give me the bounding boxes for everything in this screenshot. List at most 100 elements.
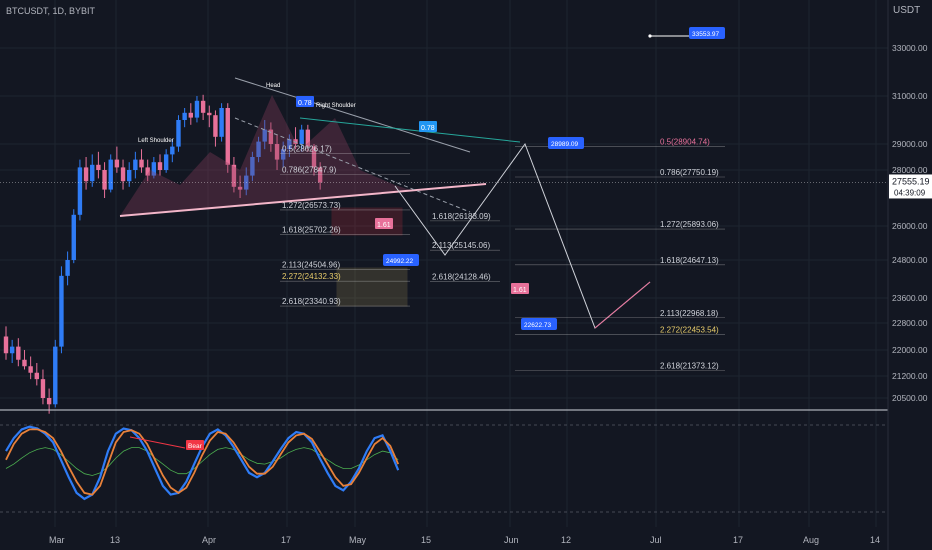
x-label-10: Aug [803, 535, 819, 545]
fib-label-fib_left-6: 2.618(23340.93) [282, 297, 341, 306]
x-label-7: 12 [561, 535, 571, 545]
candles-layer [3, 94, 323, 414]
ratio-tag-1: 0.78 [421, 125, 435, 132]
candle-body-3 [22, 359, 27, 367]
candle-body-4 [28, 366, 33, 373]
candle-body-13 [83, 167, 89, 182]
last-price-tag: 27555.19 [892, 176, 930, 186]
neckline [119, 183, 487, 217]
divergence-line [129, 436, 186, 449]
fib-label-fib_mid-1: 2.113(25145.06) [432, 241, 490, 250]
candle-body-21 [133, 159, 138, 170]
candle-body-30 [188, 112, 193, 118]
fib-label-fib_mid-2: 2.618(24128.46) [432, 272, 491, 281]
candle-body-27 [170, 146, 175, 155]
ratio-tag-bg-1 [419, 121, 437, 132]
candle-body-6 [40, 379, 46, 398]
price-tick-5: 24800.00 [892, 255, 928, 265]
callout-dot-0 [648, 34, 652, 38]
fib-label-fib_mid-0: 1.618(26183.09) [432, 212, 491, 221]
candle-body-26 [163, 154, 169, 170]
fib-label-fib_left-2: 1.272(26573.73) [282, 201, 341, 210]
osc-series-orange [5, 428, 400, 496]
teal-line [299, 117, 521, 143]
fib-label-fib_right-1: 0.786(27750.19) [660, 168, 719, 177]
projection-rebound [594, 281, 651, 329]
price-tick-4: 26000.00 [892, 221, 928, 231]
candle-body-2 [16, 346, 21, 360]
fib-label-fib_right-5: 2.272(22453.54) [660, 326, 719, 335]
price-tick-7: 22800.00 [892, 318, 928, 328]
candle-body-43 [268, 129, 274, 144]
candle-body-18 [114, 159, 120, 168]
candle-body-44 [274, 144, 280, 160]
price-tick-8: 22000.00 [892, 345, 928, 355]
candle-body-36 [225, 108, 230, 165]
candle-body-45 [281, 149, 286, 160]
price-tick-0: 33000.00 [892, 43, 928, 53]
candle-body-1 [9, 346, 15, 354]
divergence-tag-bg [186, 440, 204, 450]
candle-body-48 [299, 129, 304, 144]
x-label-6: Jun [504, 535, 519, 545]
price-tick-6: 23600.00 [892, 293, 928, 303]
callout-bg-1 [548, 137, 584, 149]
symbol-label: BTCUSDT, 1D, BYBIT [6, 6, 96, 16]
upper-channel [234, 77, 471, 153]
x-label-3: 17 [281, 535, 291, 545]
divergence-tag: Bear [188, 443, 203, 450]
candle-body-47 [293, 139, 298, 144]
fib-label-fib_right-3: 1.618(24647.13) [660, 256, 719, 265]
price-tick-3: 28000.00 [892, 165, 928, 175]
price-tick-1: 31000.00 [892, 91, 928, 101]
price-tick-10: 20500.00 [892, 393, 928, 403]
fib-label-fib_right-0: 0.5(28904.74) [660, 137, 710, 146]
price-axis-bg [888, 0, 932, 550]
candle-body-46 [287, 139, 292, 150]
candle-body-37 [231, 164, 237, 187]
candle-body-12 [77, 167, 83, 215]
candle-body-28 [176, 120, 181, 147]
candle-body-17 [108, 159, 113, 190]
fib-label-fib_left-1: 0.786(27847.9) [282, 165, 337, 174]
candle-body-10 [65, 260, 70, 276]
candle-body-11 [71, 214, 76, 260]
ratio-tag-0: 0.78 [298, 100, 312, 107]
pattern-label-1: Head [266, 83, 280, 89]
candle-body-7 [46, 398, 52, 405]
callout-2: 24992.22 [386, 258, 413, 265]
price-tick-2: 29000.00 [892, 139, 928, 149]
fib-label-fib_right-6: 2.618(21373.12) [660, 361, 719, 370]
candle-body-51 [317, 167, 323, 183]
x-label-1: 13 [110, 535, 120, 545]
x-label-9: 17 [733, 535, 743, 545]
candle-body-31 [194, 100, 200, 118]
candle-body-16 [102, 170, 107, 190]
fib-label-fib_left-4: 2.113(24504.96) [282, 260, 340, 269]
countdown-tag: 04:39:09 [894, 188, 926, 197]
candle-body-25 [157, 162, 163, 170]
x-label-2: Apr [202, 535, 216, 545]
callout-0: 33553.97 [692, 31, 719, 38]
candle-body-33 [207, 112, 212, 116]
candle-body-41 [256, 141, 261, 157]
candle-body-19 [120, 167, 126, 182]
fib-label-fib_right-4: 2.113(22968.18) [660, 309, 718, 318]
candle-body-35 [219, 108, 224, 137]
candle-body-14 [90, 164, 95, 182]
drawings-layer: Left Shoulder Head Right Shoulder 0.5(28626… [119, 27, 725, 371]
ratio-tag-bg-0 [296, 96, 314, 107]
callout-1: 28989.09 [551, 141, 578, 148]
osc-series-green [5, 447, 399, 476]
ratio-tag-3: 1.61 [513, 287, 527, 294]
x-label-0: Mar [49, 535, 65, 545]
callout-bg-3 [521, 318, 557, 330]
callout-bg-2 [383, 254, 419, 266]
x-label-5: 15 [421, 535, 431, 545]
callout-3: 22622.73 [524, 322, 551, 329]
candle-body-34 [213, 115, 218, 137]
currency-label: USDT [893, 5, 920, 16]
last-price-tag-bg [889, 174, 932, 199]
